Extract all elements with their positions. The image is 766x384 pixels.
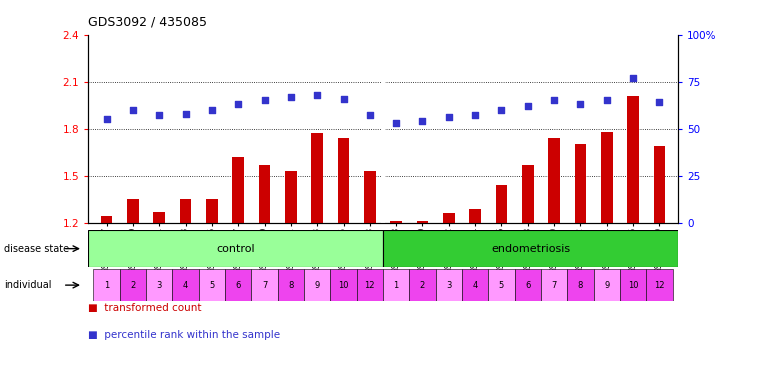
Bar: [127, 199, 139, 223]
Bar: [383, 269, 409, 301]
Bar: [489, 269, 515, 301]
Text: 12: 12: [365, 281, 375, 290]
Bar: [285, 171, 296, 223]
Bar: [277, 269, 304, 301]
Text: 5: 5: [499, 281, 504, 290]
Text: 3: 3: [156, 281, 162, 290]
Text: 2: 2: [420, 281, 425, 290]
Bar: [496, 185, 507, 223]
Point: [311, 92, 323, 98]
Text: individual: individual: [4, 280, 51, 290]
Bar: [93, 269, 119, 301]
Bar: [417, 221, 428, 223]
Bar: [574, 144, 587, 223]
Text: 6: 6: [235, 281, 241, 290]
Bar: [601, 132, 613, 223]
Point: [601, 98, 613, 104]
Text: control: control: [216, 243, 255, 254]
Bar: [462, 269, 489, 301]
Text: 4: 4: [183, 281, 188, 290]
Text: 5: 5: [209, 281, 214, 290]
Text: 4: 4: [473, 281, 478, 290]
Bar: [620, 269, 647, 301]
Bar: [541, 269, 568, 301]
Point: [126, 107, 139, 113]
Text: 12: 12: [654, 281, 665, 290]
Point: [179, 111, 192, 117]
Text: ■  transformed count: ■ transformed count: [88, 303, 201, 313]
Point: [364, 113, 376, 119]
Point: [548, 98, 560, 104]
Point: [653, 99, 666, 105]
Bar: [470, 209, 481, 223]
Text: 6: 6: [525, 281, 531, 290]
Point: [206, 107, 218, 113]
Bar: [153, 212, 165, 223]
Point: [337, 96, 349, 102]
Point: [285, 94, 297, 100]
Point: [627, 75, 640, 81]
Bar: [409, 269, 436, 301]
Text: 8: 8: [578, 281, 583, 290]
Point: [443, 114, 455, 121]
Bar: [330, 269, 357, 301]
Bar: [311, 133, 323, 223]
Text: 2: 2: [130, 281, 136, 290]
Text: ■  percentile rank within the sample: ■ percentile rank within the sample: [88, 330, 280, 340]
Bar: [594, 269, 620, 301]
Point: [390, 120, 402, 126]
Bar: [436, 269, 462, 301]
Bar: [627, 96, 639, 223]
Bar: [568, 269, 594, 301]
Bar: [364, 171, 376, 223]
Bar: [522, 165, 534, 223]
Point: [258, 98, 270, 104]
Bar: [206, 199, 218, 223]
Text: disease state: disease state: [4, 243, 69, 254]
Bar: [259, 165, 270, 223]
Point: [232, 101, 244, 107]
Bar: [548, 138, 560, 223]
Text: 1: 1: [394, 281, 399, 290]
Text: GDS3092 / 435085: GDS3092 / 435085: [88, 15, 207, 28]
Point: [100, 116, 113, 122]
Text: 10: 10: [628, 281, 638, 290]
Point: [522, 103, 534, 109]
Bar: [88, 230, 383, 267]
Bar: [225, 269, 251, 301]
Bar: [119, 269, 146, 301]
Text: 7: 7: [262, 281, 267, 290]
Text: 8: 8: [288, 281, 293, 290]
Text: 3: 3: [446, 281, 451, 290]
Point: [417, 118, 429, 124]
Point: [153, 113, 165, 119]
Text: 9: 9: [315, 281, 319, 290]
Text: 7: 7: [552, 281, 557, 290]
Point: [496, 107, 508, 113]
Text: 10: 10: [339, 281, 349, 290]
Bar: [357, 269, 383, 301]
Bar: [383, 230, 678, 267]
Text: 9: 9: [604, 281, 610, 290]
Bar: [653, 146, 666, 223]
Text: endometriosis: endometriosis: [491, 243, 570, 254]
Bar: [198, 269, 225, 301]
Bar: [179, 199, 192, 223]
Bar: [172, 269, 198, 301]
Bar: [390, 221, 402, 223]
Text: 1: 1: [104, 281, 109, 290]
Bar: [338, 138, 349, 223]
Bar: [443, 214, 455, 223]
Bar: [232, 157, 244, 223]
Point: [574, 101, 587, 107]
Bar: [304, 269, 330, 301]
Bar: [515, 269, 541, 301]
Bar: [100, 217, 113, 223]
Point: [469, 113, 481, 119]
Bar: [251, 269, 277, 301]
Bar: [146, 269, 172, 301]
Bar: [647, 269, 673, 301]
